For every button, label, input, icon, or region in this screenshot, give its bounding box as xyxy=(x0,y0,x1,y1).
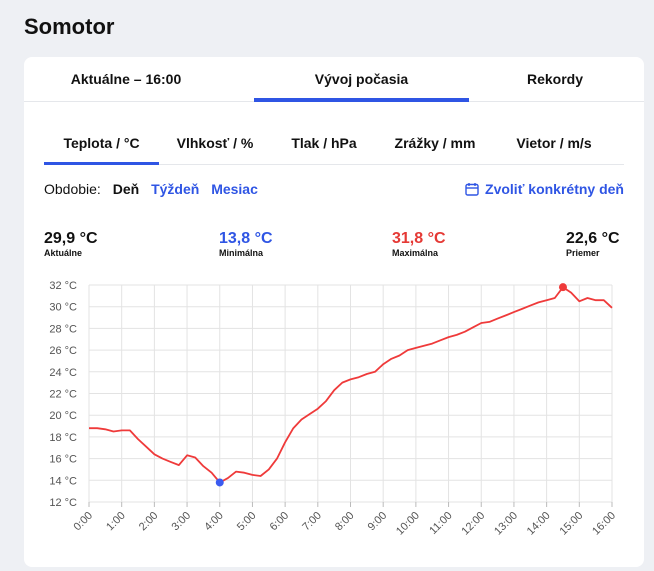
x-tick-label: 1:00 xyxy=(104,510,128,534)
y-tick-label: 20 °C xyxy=(49,410,77,422)
stat-max-value: 31,8 °C xyxy=(392,230,446,247)
page-title: Somotor xyxy=(24,14,115,39)
max-point-marker xyxy=(558,283,567,292)
tab-humidity[interactable]: Vlhkosť / % xyxy=(176,135,254,151)
stat-average-label: Priemer xyxy=(566,248,600,258)
x-tick-label: 2:00 xyxy=(137,510,161,534)
calendar-icon xyxy=(465,183,479,196)
y-tick-label: 18 °C xyxy=(49,432,77,444)
y-tick-label: 22 °C xyxy=(49,389,77,401)
period-day[interactable]: Deň xyxy=(112,181,140,197)
tab-temperature[interactable]: Teplota / °C xyxy=(44,122,159,165)
y-tick-label: 24 °C xyxy=(49,367,77,379)
x-tick-label: 14:00 xyxy=(525,510,553,538)
x-tick-label: 8:00 xyxy=(333,510,357,534)
tab-wind[interactable]: Vietor / m/s xyxy=(516,135,592,151)
x-tick-label: 3:00 xyxy=(170,510,194,534)
x-tick-label: 9:00 xyxy=(366,510,390,534)
period-week[interactable]: Týždeň xyxy=(151,181,200,197)
x-tick-label: 7:00 xyxy=(300,510,324,534)
stat-current: 29,9 °C Aktuálne xyxy=(44,230,98,259)
pick-date-button[interactable]: Zvoliť konkrétny deň xyxy=(465,181,624,197)
stat-max-label: Maximálna xyxy=(392,248,439,258)
y-tick-label: 14 °C xyxy=(49,475,77,487)
x-tick-label: 15:00 xyxy=(557,510,585,538)
x-tick-label: 13:00 xyxy=(492,510,520,538)
temperature-line xyxy=(89,286,613,484)
weather-card: Aktuálne – 16:00 Vývoj počasia Rekordy T… xyxy=(24,57,644,567)
pick-date-label: Zvoliť konkrétny deň xyxy=(485,181,624,197)
tab-records[interactable]: Rekordy xyxy=(526,71,584,87)
temperature-chart: 12 °C 14 °C 16 °C 18 °C 20 °C 22 °C 24 °C 26 °C… xyxy=(49,280,618,538)
y-tick-label: 30 °C xyxy=(49,302,77,314)
x-tick-label: 4:00 xyxy=(202,510,226,534)
tab-history[interactable]: Vývoj počasia xyxy=(254,57,469,102)
metric-tabs: Teplota / °C Vlhkosť / % Tlak / hPa Zráž… xyxy=(44,122,624,165)
y-tick-label: 26 °C xyxy=(49,345,77,357)
x-tick-label: 10:00 xyxy=(394,510,422,538)
y-tick-label: 32 °C xyxy=(49,280,77,292)
y-tick-label: 12 °C xyxy=(49,497,77,509)
period-selector: Obdobie: Deň Týždeň Mesiac xyxy=(44,181,266,197)
stat-current-label: Aktuálne xyxy=(44,248,83,258)
min-point-marker xyxy=(215,478,224,487)
tab-pressure[interactable]: Tlak / hPa xyxy=(291,135,357,151)
main-tabs: Aktuálne – 16:00 Vývoj počasia Rekordy xyxy=(24,57,644,102)
tab-precipitation[interactable]: Zrážky / mm xyxy=(394,135,476,151)
x-tick-label: 16:00 xyxy=(590,510,618,538)
stat-min: 13,8 °C Minimálna xyxy=(219,230,273,259)
period-label: Obdobie: xyxy=(44,181,101,197)
x-tick-label: 0:00 xyxy=(71,510,95,534)
stat-current-value: 29,9 °C xyxy=(44,230,98,247)
stat-average-value: 22,6 °C xyxy=(566,230,620,247)
period-month[interactable]: Mesiac xyxy=(211,181,258,197)
x-tick-label: 11:00 xyxy=(427,510,454,537)
stat-max: 31,8 °C Maximálna xyxy=(392,230,446,259)
x-tick-label: 6:00 xyxy=(268,510,292,534)
stat-min-value: 13,8 °C xyxy=(219,230,273,247)
x-tick-label: 12:00 xyxy=(459,510,487,538)
x-tick-label: 5:00 xyxy=(235,510,259,534)
y-tick-label: 28 °C xyxy=(49,323,77,335)
y-tick-label: 16 °C xyxy=(49,454,77,466)
tab-current[interactable]: Aktuálne – 16:00 xyxy=(70,71,182,87)
stat-average: 22,6 °C Priemer xyxy=(566,230,620,259)
stat-min-label: Minimálna xyxy=(219,248,264,258)
